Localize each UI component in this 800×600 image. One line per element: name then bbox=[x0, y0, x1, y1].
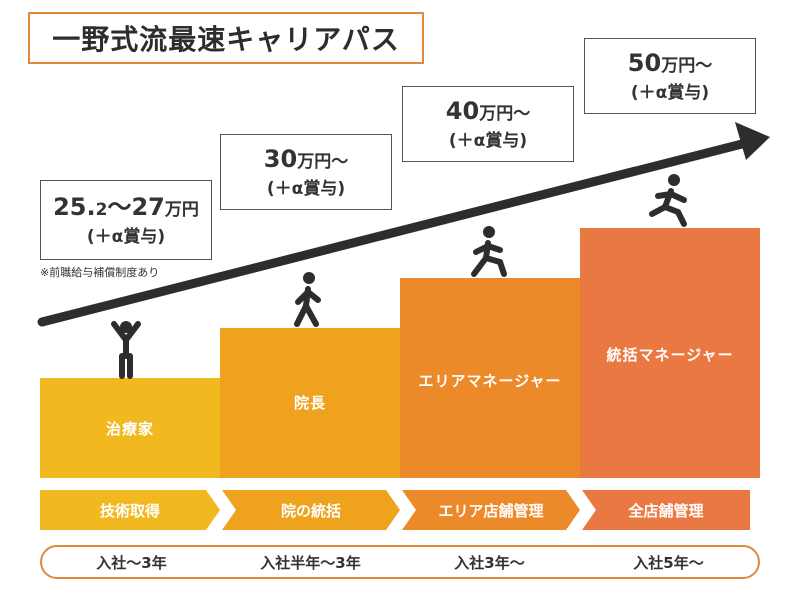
salary-unit: 万円〜 bbox=[479, 103, 531, 124]
salary-box-4: 50万円〜 (＋α賞与) bbox=[584, 38, 756, 114]
salary-amount-4: 50万円〜 bbox=[628, 48, 712, 81]
stage-text: 院の統括 bbox=[280, 501, 341, 520]
salary-unit: 万円〜 bbox=[661, 55, 713, 76]
tenure-item-2: 入社半年〜3年 bbox=[260, 553, 361, 572]
person-running-icon bbox=[649, 174, 687, 227]
career-step-2: 院長 bbox=[220, 328, 400, 478]
stage-label-3: エリア店舗管理 bbox=[402, 490, 580, 530]
career-step-4: 統括マネージャー bbox=[580, 228, 760, 478]
career-step-label: 治療家 bbox=[105, 419, 154, 438]
career-step-3: エリアマネージャー bbox=[400, 278, 580, 478]
salary-amount-main: 25. bbox=[53, 192, 96, 221]
stage-text: エリア店舗管理 bbox=[438, 501, 544, 520]
salary-bonus-2: (＋α賞与) bbox=[266, 178, 346, 199]
career-step-label: エリアマネージャー bbox=[418, 372, 562, 390]
salary-unit: 万円 bbox=[164, 199, 199, 220]
salary-bonus-1: (＋α賞与) bbox=[86, 226, 166, 247]
salary-amount-1: 25.2〜27万円 bbox=[53, 192, 199, 225]
stage-label-2: 院の統括 bbox=[222, 490, 400, 530]
growth-arrow-icon bbox=[37, 122, 770, 327]
salary-bonus-3: (＋α賞与) bbox=[448, 130, 528, 151]
salary-bonus-4: (＋α賞与) bbox=[630, 82, 710, 103]
stage-chevron-2 bbox=[222, 490, 400, 530]
stage-chevron-1 bbox=[40, 490, 220, 530]
career-step-label: 統括マネージャー bbox=[606, 346, 734, 364]
salary-unit: 万円〜 bbox=[297, 151, 349, 172]
person-walking-fast-icon bbox=[471, 226, 507, 277]
career-step-1: 治療家 bbox=[40, 378, 220, 478]
salary-amount-main: 50 bbox=[627, 48, 662, 77]
salary-amount-small: 2 bbox=[95, 199, 108, 220]
stage-text: 技術取得 bbox=[99, 501, 160, 520]
salary-amount-main: 30 bbox=[263, 144, 298, 173]
tenure-item-3: 入社3年〜 bbox=[454, 553, 525, 572]
person-standing-icon bbox=[111, 321, 141, 379]
salary-amount-rest: 〜27 bbox=[107, 192, 165, 221]
salary-box-3: 40万円〜 (＋α賞与) bbox=[402, 86, 574, 162]
career-step-label: 院長 bbox=[293, 394, 326, 412]
page-title: 一野式流最速キャリアパス bbox=[28, 12, 424, 64]
stage-text: 全店舗管理 bbox=[628, 501, 704, 520]
salary-amount-2: 30万円〜 bbox=[264, 144, 348, 177]
salary-box-1: 25.2〜27万円 (＋α賞与) bbox=[40, 180, 212, 260]
salary-amount-main: 40 bbox=[445, 96, 480, 125]
stage-chevron-3 bbox=[402, 490, 580, 530]
stage-label-4: 全店舗管理 bbox=[582, 490, 750, 530]
stage-chevron-4 bbox=[582, 490, 750, 530]
tenure-timeline: 入社〜3年 入社半年〜3年 入社3年〜 入社5年〜 bbox=[40, 545, 760, 579]
person-walking-icon bbox=[294, 272, 321, 327]
salary-amount-3: 40万円〜 bbox=[446, 96, 530, 129]
salary-note: ※前職給与補償制度あり bbox=[40, 266, 160, 279]
tenure-item-1: 入社〜3年 bbox=[96, 553, 167, 572]
title-text: 一野式流最速キャリアパス bbox=[52, 23, 400, 56]
tenure-item-4: 入社5年〜 bbox=[633, 553, 704, 572]
stage-label-1: 技術取得 bbox=[40, 490, 220, 530]
salary-box-2: 30万円〜 (＋α賞与) bbox=[220, 134, 392, 210]
